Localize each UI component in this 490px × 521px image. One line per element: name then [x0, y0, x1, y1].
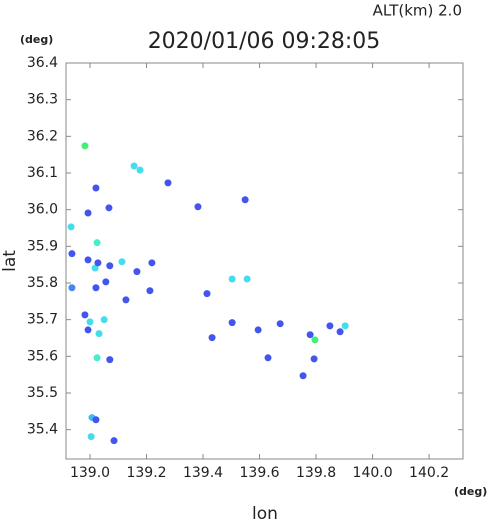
data-point: [95, 330, 103, 338]
data-point: [87, 433, 95, 441]
y-tick-label: 36.1: [27, 165, 58, 181]
y-tick-label: 35.7: [27, 312, 58, 328]
data-point: [341, 322, 349, 330]
data-point: [86, 318, 94, 326]
y-unit: (deg): [20, 33, 53, 46]
y-tick-label: 35.6: [27, 348, 58, 364]
x-tick-label: 139.6: [240, 465, 280, 481]
data-point: [92, 284, 100, 292]
x-tick-label: 139.0: [70, 465, 110, 481]
data-point: [243, 275, 251, 283]
data-point: [228, 319, 236, 327]
data-point: [276, 320, 284, 328]
data-point: [241, 196, 249, 204]
y-axis-label: lat: [0, 250, 20, 272]
data-point: [91, 264, 99, 272]
y-tick-label: 36.3: [27, 92, 58, 108]
y-tick-label: 35.4: [27, 422, 58, 438]
data-point: [106, 356, 114, 364]
data-point: [100, 316, 108, 324]
data-point: [148, 259, 156, 267]
data-point: [164, 179, 172, 187]
data-point: [94, 259, 102, 267]
data-point: [228, 275, 236, 283]
data-point: [81, 142, 89, 150]
y-tick-label: 36.0: [27, 202, 58, 218]
data-point: [81, 311, 89, 319]
data-point: [130, 162, 138, 170]
data-point: [146, 287, 154, 295]
x-tick-label: 139.4: [183, 465, 223, 481]
x-axis-label: lon: [252, 504, 278, 521]
data-point: [136, 166, 144, 174]
data-point: [92, 416, 100, 424]
data-point: [306, 331, 314, 339]
data-point: [84, 326, 92, 334]
y-tick-label: 35.5: [27, 385, 58, 401]
data-point: [84, 256, 92, 264]
x-unit: (deg): [454, 485, 487, 498]
chart-title: 2020/01/06 09:28:05: [148, 29, 381, 54]
data-point: [299, 372, 307, 380]
x-tick-label: 139.8: [296, 465, 336, 481]
data-point: [194, 203, 202, 211]
data-point: [93, 239, 101, 247]
data-point: [106, 262, 114, 270]
x-tick-label: 139.2: [126, 465, 166, 481]
altitude-header: ALT(km) 2.0: [373, 2, 462, 20]
data-point: [326, 322, 334, 330]
data-point: [336, 328, 344, 336]
y-tick-label: 35.9: [27, 238, 58, 254]
data-point: [310, 355, 318, 363]
data-point: [122, 296, 130, 304]
data-point: [105, 204, 113, 212]
data-point: [133, 268, 141, 276]
data-point: [254, 326, 262, 334]
y-tick-label: 36.2: [27, 128, 58, 144]
x-tick-label: 140.2: [409, 465, 449, 481]
data-point: [208, 334, 216, 342]
data-point: [102, 278, 110, 286]
data-point: [110, 437, 118, 445]
data-point: [68, 284, 76, 292]
y-tick-label: 35.8: [27, 275, 58, 291]
data-point: [264, 354, 272, 362]
y-tick-label: 36.4: [27, 55, 58, 71]
data-point: [203, 290, 211, 298]
data-point: [311, 336, 319, 344]
data-point: [118, 258, 126, 266]
plot-frame: [65, 62, 464, 460]
data-point: [84, 209, 92, 217]
data-point: [93, 354, 101, 362]
data-point: [92, 184, 100, 192]
data-point: [67, 223, 75, 231]
x-tick-label: 140.0: [353, 465, 393, 481]
data-point: [68, 250, 76, 258]
